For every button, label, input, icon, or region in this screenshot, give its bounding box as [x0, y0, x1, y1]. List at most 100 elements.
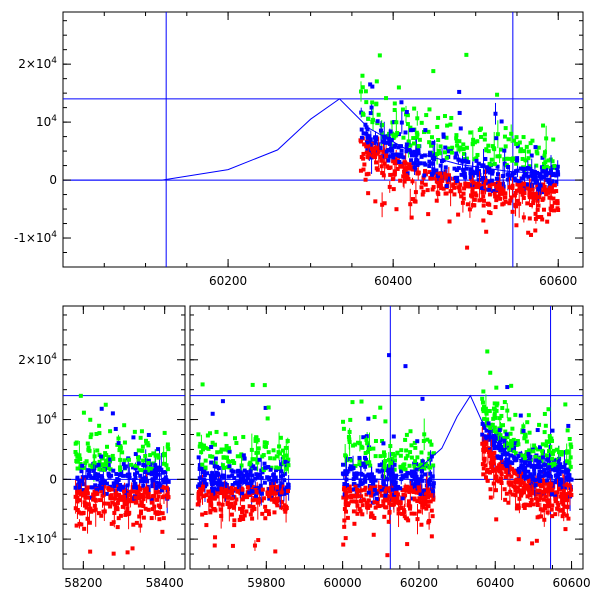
data-point-green	[429, 135, 434, 140]
data-point-red	[420, 192, 425, 197]
data-point-red	[269, 497, 274, 502]
data-point-green	[509, 440, 514, 445]
data-point-red	[414, 490, 419, 495]
data-point-blue	[399, 477, 404, 482]
data-point-blue	[156, 472, 161, 477]
data-point-red	[429, 508, 434, 513]
x-tick-label: 60000	[324, 576, 362, 590]
data-point-red	[404, 488, 409, 493]
data-point-red	[530, 186, 535, 191]
data-point-blue	[529, 153, 534, 158]
bottom-panel: 58200 58400 59800 60000 60200 60400 60600-1×10…	[14, 305, 591, 590]
data-point-green	[504, 156, 509, 161]
data-point-red	[238, 514, 243, 519]
data-point-green	[234, 440, 239, 445]
data-point-green	[552, 461, 557, 466]
data-point-red	[561, 502, 566, 507]
data-point-blue	[463, 159, 468, 164]
data-point-blue	[369, 105, 374, 110]
data-point-red	[238, 506, 243, 511]
data-point-red	[373, 199, 378, 204]
data-point-green	[556, 450, 561, 455]
data-point-blue	[504, 457, 509, 462]
data-point-green	[384, 96, 389, 101]
data-point-green	[97, 431, 102, 436]
data-point-blue	[215, 487, 220, 492]
data-point-blue	[412, 149, 417, 154]
data-point-green	[419, 120, 424, 125]
data-point-blue	[569, 477, 574, 482]
data-point-blue	[547, 458, 552, 463]
data-point-green	[481, 404, 486, 409]
data-point-red	[123, 502, 128, 507]
data-point-green	[504, 440, 509, 445]
data-point-red	[108, 504, 113, 509]
data-point-red	[118, 494, 123, 499]
data-point-red	[525, 186, 530, 191]
data-point-red	[529, 232, 534, 237]
data-point-green	[197, 444, 202, 449]
data-point-green	[505, 408, 510, 413]
data-point-red	[419, 522, 424, 527]
data-point-blue	[520, 176, 525, 181]
data-point-blue	[283, 487, 288, 492]
data-point-blue	[499, 119, 504, 124]
data-point-blue	[486, 181, 491, 186]
data-point-red	[490, 469, 495, 474]
data-point-red	[384, 486, 389, 491]
data-point-blue	[133, 452, 138, 457]
data-point-red	[547, 501, 552, 506]
data-point-green	[492, 161, 497, 166]
data-point-blue	[521, 474, 526, 479]
data-point-green	[409, 443, 414, 448]
data-point-red	[494, 198, 499, 203]
data-point-blue	[196, 455, 201, 460]
data-point-green	[201, 447, 206, 452]
data-point-blue	[263, 405, 268, 410]
data-point-red	[547, 212, 552, 217]
data-point-green	[165, 444, 170, 449]
data-point-red	[401, 492, 406, 497]
data-point-blue	[363, 479, 368, 484]
data-point-red	[492, 191, 497, 196]
data-point-red	[409, 215, 414, 220]
data-point-red	[521, 196, 526, 201]
data-point-red	[379, 493, 384, 498]
data-point-red	[547, 188, 552, 193]
data-point-blue	[427, 482, 432, 487]
data-point-blue	[498, 442, 503, 447]
data-point-red	[515, 198, 520, 203]
data-point-red	[492, 456, 497, 461]
data-point-red	[522, 502, 527, 507]
data-point-green	[544, 164, 549, 169]
data-point-red	[481, 203, 486, 208]
data-point-blue	[524, 458, 529, 463]
data-point-red	[537, 195, 542, 200]
data-point-red	[448, 189, 453, 194]
data-point-blue	[202, 481, 207, 486]
data-point-blue	[423, 472, 428, 477]
data-point-red	[499, 480, 504, 485]
data-point-red	[344, 490, 349, 495]
data-point-red	[440, 178, 445, 183]
data-point-red	[451, 182, 456, 187]
data-point-blue	[156, 447, 161, 452]
data-point-red	[376, 149, 381, 154]
data-point-red	[473, 185, 478, 190]
data-point-blue	[260, 470, 265, 475]
data-point-red	[526, 503, 531, 508]
data-point-blue	[166, 479, 171, 484]
data-point-green	[402, 462, 407, 467]
data-point-red	[341, 495, 346, 500]
data-point-blue	[529, 481, 534, 486]
data-point-red	[469, 193, 474, 198]
data-point-red	[245, 495, 250, 500]
data-point-green	[510, 426, 515, 431]
data-point-green	[227, 459, 232, 464]
data-point-red	[85, 487, 90, 492]
data-point-red	[161, 485, 166, 490]
data-point-green	[406, 139, 411, 144]
data-point-blue	[399, 120, 404, 125]
data-point-red	[481, 184, 486, 189]
data-point-green	[271, 448, 276, 453]
